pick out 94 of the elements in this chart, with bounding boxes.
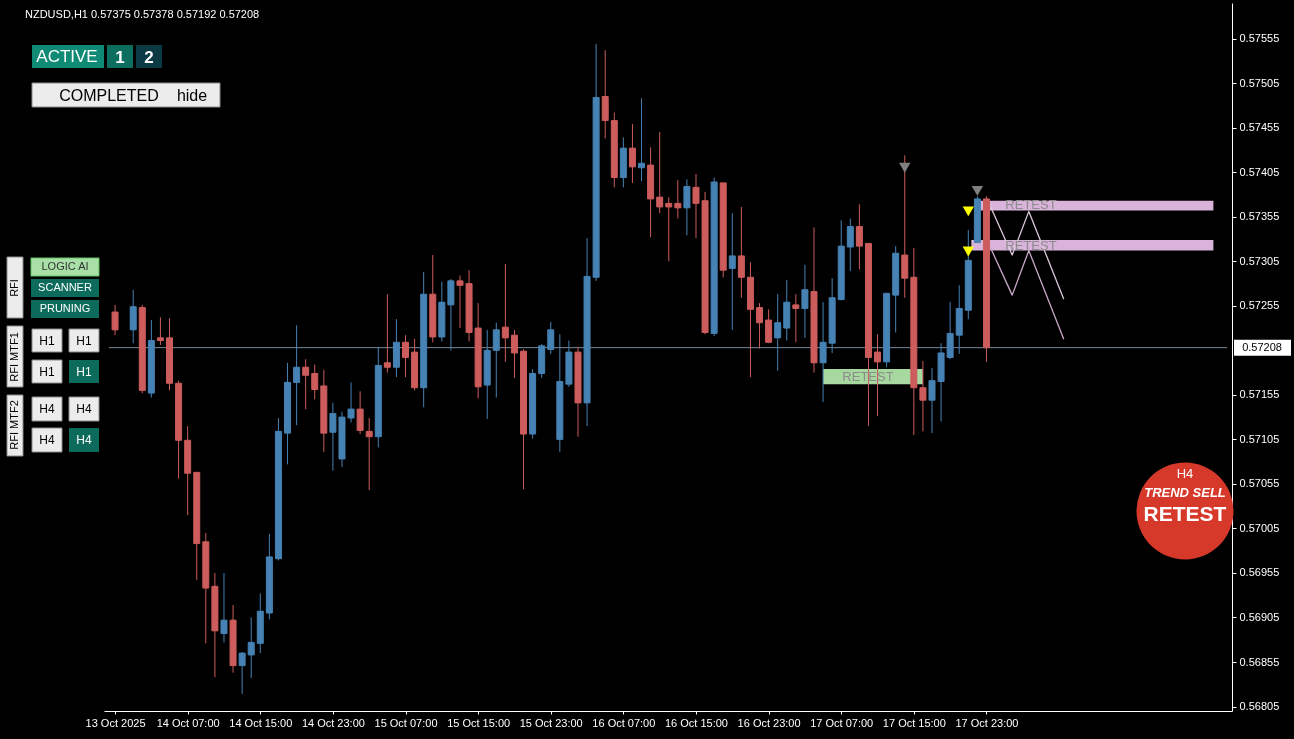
- x-tick-label: 17 Oct 23:00: [955, 716, 1019, 729]
- x-tick-label: 17 Oct 15:00: [882, 716, 946, 729]
- text: H4: [39, 402, 55, 416]
- text: LOGIC AI: [41, 260, 89, 272]
- line-series: [990, 248, 1065, 340]
- y-tick-label: 0.56955: [1239, 566, 1280, 579]
- text: PRUNING: [39, 302, 91, 314]
- x-tick-label: 17 Oct 07:00: [810, 716, 874, 729]
- y-tick-label: 0.57505: [1239, 76, 1280, 89]
- candlestick: [156, 316, 164, 346]
- x-tick-label: 16 Oct 23:00: [737, 716, 801, 729]
- candlestick: [919, 360, 927, 432]
- text: ACTIVE: [36, 47, 98, 66]
- text: H4: [76, 433, 92, 447]
- candlestick: [293, 324, 301, 426]
- candlestick: [801, 264, 809, 339]
- candlestick: [638, 97, 646, 182]
- chart-title: NZDUSD,H1 0.57375 0.57378 0.57192 0.57208: [25, 8, 260, 20]
- candlestick: [683, 178, 691, 236]
- y-tick-label: 0.56855: [1239, 655, 1280, 668]
- candlestick: [855, 203, 863, 270]
- annotation: RETEST: [1143, 502, 1227, 525]
- annotation: hide: [176, 87, 208, 104]
- candlestick: [728, 212, 736, 331]
- annotation: COMPLETED: [59, 87, 159, 104]
- candlestick: [765, 308, 773, 344]
- point: [899, 162, 911, 173]
- y-tick-label: 0.57055: [1239, 477, 1280, 490]
- x-tick-label: 14 Oct 23:00: [301, 716, 365, 729]
- candlestick: [628, 123, 636, 184]
- x-tick-label: 15 Oct 07:00: [374, 716, 438, 729]
- x-tick-label: 15 Oct 15:00: [447, 716, 511, 729]
- text: RFI: [8, 279, 20, 297]
- annotation: H4: [1176, 466, 1194, 481]
- text: H4: [76, 402, 92, 416]
- candlestick: [774, 293, 782, 372]
- x-tick-label: 13 Oct 2025: [85, 716, 146, 729]
- candlestick: [547, 321, 555, 355]
- candlestick: [111, 304, 119, 336]
- annotation: RETEST: [1005, 197, 1057, 212]
- candlestick: [846, 218, 854, 272]
- text: H4: [39, 433, 55, 447]
- candlestick: [220, 572, 228, 643]
- y-tick-label: 0.57005: [1239, 521, 1280, 534]
- y-tick-label: 0.57105: [1239, 432, 1280, 445]
- text: H1: [76, 334, 92, 348]
- text: H1: [39, 334, 55, 348]
- y-tick-label: 0.57405: [1239, 165, 1280, 178]
- candlestick: [311, 364, 319, 400]
- x-tick-label: 16 Oct 15:00: [664, 716, 728, 729]
- x-tick-label: 14 Oct 15:00: [229, 716, 293, 729]
- line-series: [990, 207, 1065, 300]
- candlestick: [510, 329, 518, 379]
- annotation: 1: [115, 48, 125, 67]
- text: H1: [76, 365, 92, 379]
- candlestick: [656, 131, 664, 214]
- x-tick-label: 16 Oct 07:00: [592, 716, 656, 729]
- candlestick: [238, 651, 246, 695]
- candlestick: [247, 616, 255, 679]
- candlestick: [356, 390, 364, 435]
- candlestick: [792, 293, 800, 343]
- candlestick: [901, 154, 909, 299]
- point: [962, 206, 974, 217]
- ref-line-label: 0.57208: [1242, 340, 1282, 353]
- candlestick: [674, 179, 682, 220]
- y-tick-label: 0.57255: [1239, 299, 1280, 312]
- candlestick: [383, 293, 391, 374]
- candlestick: [501, 263, 509, 363]
- point: [962, 246, 974, 257]
- x-tick-label: 15 Oct 23:00: [519, 716, 583, 729]
- annotation: 2: [144, 48, 154, 67]
- candlestick: [665, 196, 673, 262]
- x-tick-label: 14 Oct 07:00: [156, 716, 220, 729]
- candlestick: [365, 417, 373, 491]
- annotation: RETEST: [1005, 238, 1057, 253]
- y-tick-label: 0.57555: [1239, 32, 1280, 45]
- candlestick: [302, 358, 310, 410]
- candlestick: [756, 302, 764, 350]
- y-tick-label: 0.57155: [1239, 388, 1280, 401]
- y-tick-label: 0.56805: [1239, 700, 1280, 713]
- candlestick: [492, 322, 500, 399]
- y-tick-label: 0.57305: [1239, 254, 1280, 267]
- candlestick: [737, 206, 745, 299]
- y-tick-label: 0.57355: [1239, 210, 1280, 223]
- y-tick-label: 0.56905: [1239, 610, 1280, 623]
- y-tick-label: 0.57455: [1239, 121, 1280, 134]
- text: SCANNER: [38, 281, 92, 293]
- text: RFI MTF1: [8, 332, 20, 382]
- point: [971, 185, 984, 196]
- text: H1: [39, 365, 55, 379]
- candlestick: [402, 334, 410, 378]
- text: RFI MTF2: [8, 400, 20, 450]
- candlestick: [129, 289, 137, 344]
- annotation: TREND SELL: [1144, 485, 1226, 500]
